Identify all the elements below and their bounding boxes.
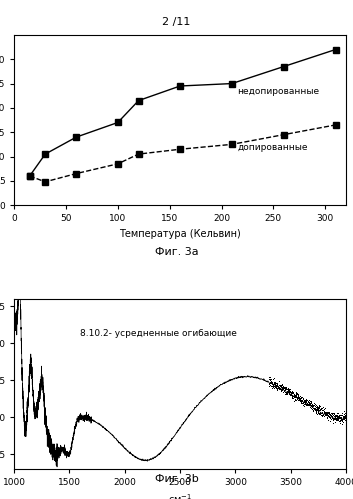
Text: недопированные: недопированные [237, 87, 319, 96]
Text: допированные: допированные [237, 143, 307, 152]
Text: 2 /11: 2 /11 [162, 17, 191, 27]
Text: Фиг. 3a: Фиг. 3a [155, 247, 198, 257]
Text: 8.10.2- усредненные огибающие: 8.10.2- усредненные огибающие [80, 329, 237, 338]
X-axis label: см$^{-1}$: см$^{-1}$ [168, 493, 192, 499]
X-axis label: Температура (Кельвин): Температура (Кельвин) [119, 229, 241, 239]
Text: Фиг. 3b: Фиг. 3b [155, 474, 198, 484]
